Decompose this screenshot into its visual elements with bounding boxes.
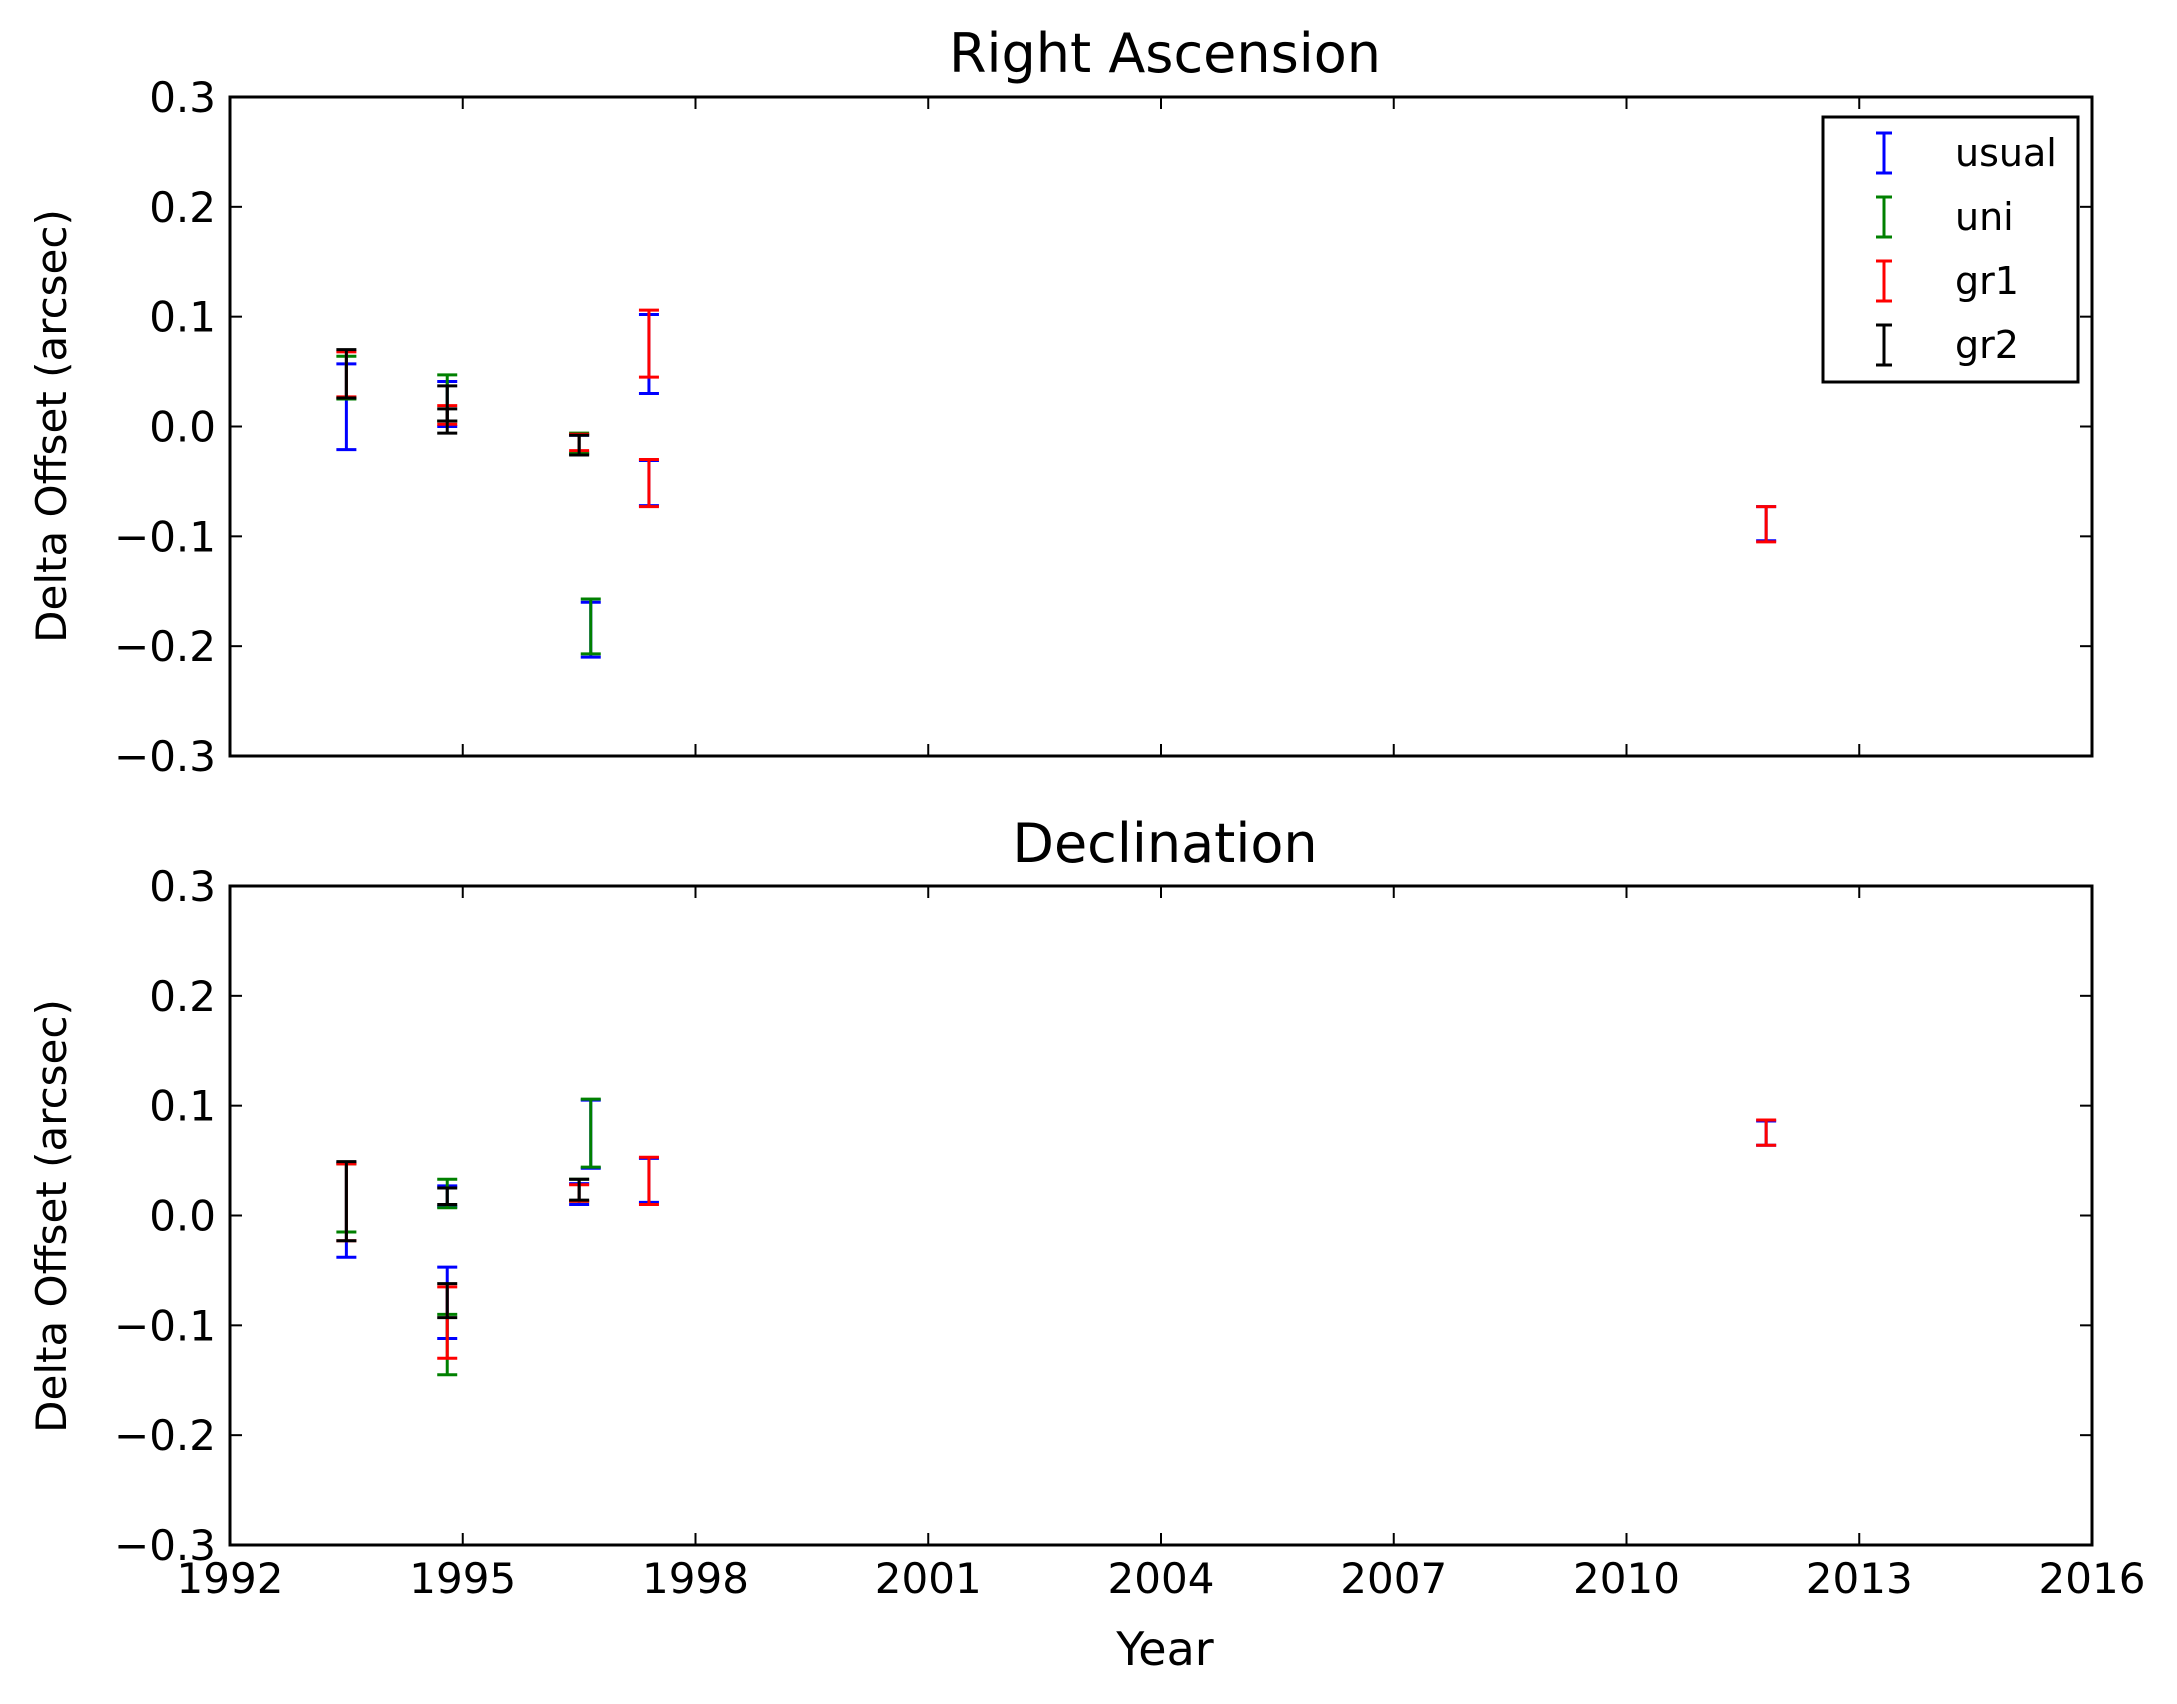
y-axis-label: Delta Offset (arcsec) — [27, 999, 76, 1433]
legend-entry-gr1: gr1 — [1876, 259, 2019, 303]
legend-entry-usual: usual — [1876, 131, 2057, 175]
axis-layer: 1992 1995 1998 2001 2004 2007 2010 2013 2016 0.3 0… — [114, 862, 2145, 1603]
plot-frame — [228, 884, 2094, 1547]
x-tick-label: 2001 — [875, 1554, 982, 1603]
legend: usual uni gr1 gr2 — [1821, 115, 2080, 384]
x-tick-label: 2016 — [2039, 1554, 2146, 1603]
y-tick-label: −0.3 — [114, 732, 216, 781]
errorbar-gr2 — [569, 1177, 590, 1202]
y-tick-label: −0.1 — [114, 512, 216, 561]
x-axis-label: Year — [1115, 1622, 1213, 1676]
plot-frame — [228, 95, 2094, 758]
series-gr2 — [336, 348, 590, 457]
panel-title: Declination — [1012, 812, 1317, 875]
y-tick-label: 0.1 — [149, 1082, 216, 1131]
legend-label: uni — [1955, 195, 2014, 239]
errorbar-gr1 — [638, 1155, 659, 1207]
legend-errorbar-icon — [1876, 259, 1892, 303]
legend-errorbar-icon — [1876, 323, 1892, 367]
series-gr2 — [336, 1160, 590, 1320]
errorbar-gr2 — [437, 407, 458, 423]
x-tick-label: 1992 — [177, 1554, 284, 1603]
y-tick-label: 0.1 — [149, 293, 216, 342]
data-layer — [336, 1097, 1777, 1377]
errorbar-gr1 — [638, 308, 659, 379]
errorbar-gr1 — [638, 457, 659, 509]
errorbar-uni — [580, 597, 601, 656]
x-tick-label: 2010 — [1573, 1554, 1680, 1603]
right-ascension-panel: Right Ascension Delta Offset (arcsec) 0.… — [27, 22, 2094, 781]
x-tick-label: 2004 — [1108, 1554, 1215, 1603]
legend-entries: usual uni gr1 gr2 — [1876, 131, 2057, 367]
x-tick-label: 2013 — [1806, 1554, 1913, 1603]
errorbar-gr2 — [437, 1282, 458, 1320]
errorbar-gr2 — [569, 433, 590, 457]
legend-errorbar-icon — [1876, 131, 1892, 175]
declination-panel: Declination Delta Offset (arcsec) 1992 19… — [27, 812, 2145, 1603]
axis-layer: 0.3 0.2 0.1 0.0 −0.1 −0.2 −0.3 — [114, 73, 2093, 781]
legend-frame — [1821, 115, 2080, 384]
y-tick-label: −0.1 — [114, 1301, 216, 1350]
y-tick-label: 0.0 — [149, 403, 216, 452]
y-tick-label: 0.3 — [149, 862, 216, 911]
y-tick-label: −0.2 — [114, 1411, 216, 1460]
y-axis-label: Delta Offset (arcsec) — [27, 209, 76, 643]
x-tick-label: 2007 — [1340, 1554, 1447, 1603]
y-tick-label: 0.3 — [149, 73, 216, 122]
y-tick-label: −0.3 — [114, 1521, 216, 1570]
panel-title: Right Ascension — [949, 22, 1381, 85]
x-tick-label: 1995 — [409, 1554, 516, 1603]
legend-entry-gr2: gr2 — [1876, 323, 2019, 367]
errorbar-gr1 — [1756, 1118, 1777, 1147]
x-tick-label: 1998 — [642, 1554, 749, 1603]
y-tick-label: −0.2 — [114, 622, 216, 671]
legend-entry-uni: uni — [1876, 195, 2014, 239]
errorbar-gr2 — [336, 348, 357, 400]
errorbar-gr2 — [437, 1186, 458, 1207]
y-tick-label: 0.0 — [149, 1192, 216, 1241]
errorbar-uni — [580, 1097, 601, 1169]
legend-label: gr2 — [1955, 323, 2019, 367]
legend-label: gr1 — [1955, 259, 2019, 303]
legend-errorbar-icon — [1876, 195, 1892, 239]
y-tick-label: 0.2 — [149, 183, 216, 232]
errorbar-gr1 — [1756, 505, 1777, 544]
errorbar-gr2 — [336, 1160, 357, 1243]
data-layer — [336, 308, 1777, 659]
y-tick-label: 0.2 — [149, 972, 216, 1021]
legend-label: usual — [1955, 131, 2057, 175]
